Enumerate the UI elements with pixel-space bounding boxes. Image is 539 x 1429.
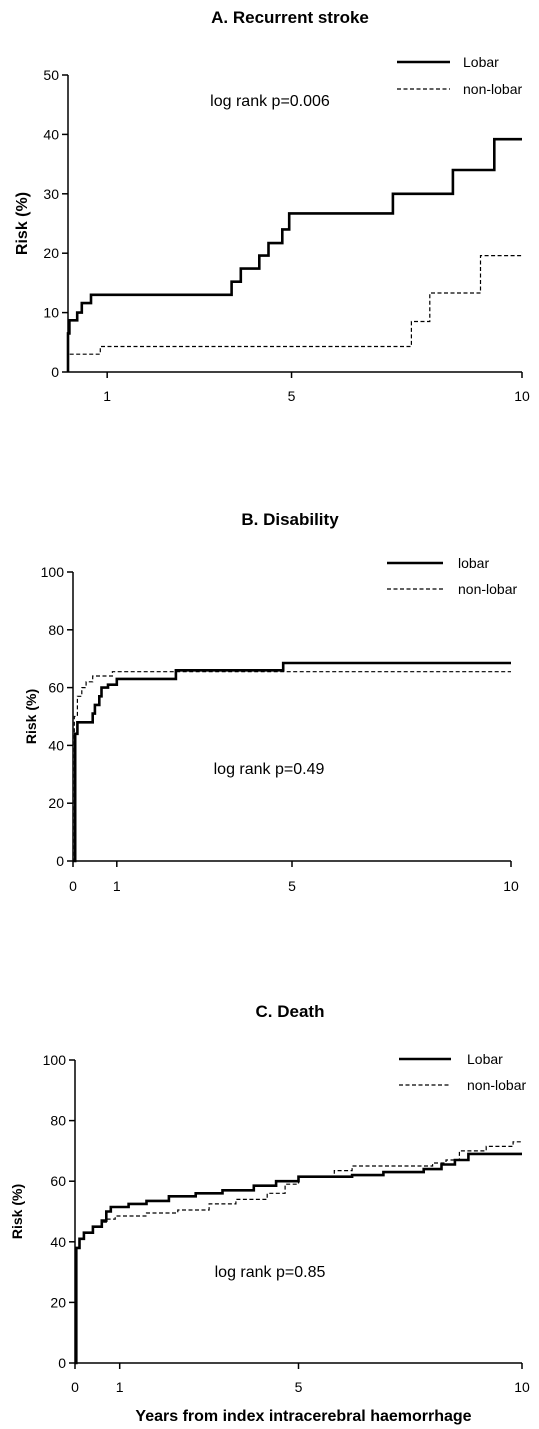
x-tick-label: 5 — [288, 388, 296, 404]
chart-panel-2: B. Disability Risk (%) 0 20 40 60 80 100 0 1 5 10 lo… — [23, 510, 519, 894]
series-line-non-lobar — [75, 1141, 522, 1364]
y-tick-label: 100 — [43, 1052, 67, 1068]
y-axis-label: Risk (%) — [9, 1184, 25, 1239]
x-tick-label: 10 — [514, 388, 530, 404]
x-tick-label: 1 — [113, 878, 121, 894]
y-tick-label: 80 — [48, 622, 64, 638]
x-tick-label: 5 — [288, 878, 296, 894]
y-tick-label: 20 — [43, 245, 59, 261]
y-axis-label: Risk (%) — [23, 689, 39, 744]
chart-title: B. Disability — [241, 510, 339, 529]
y-tick-label: 0 — [56, 853, 64, 869]
x-tick-label: 0 — [71, 1379, 79, 1395]
log-rank-annotation: log rank p=0.006 — [210, 93, 330, 110]
chart-panel-1: A. Recurrent stroke Risk (%) 0 10 20 30 40 50 1 5… — [14, 8, 530, 404]
y-tick-label: 100 — [41, 564, 65, 580]
y-axis-label: Risk (%) — [14, 192, 31, 255]
log-rank-annotation: log rank p=0.85 — [215, 1264, 326, 1281]
x-tick-label: 0 — [69, 878, 77, 894]
legend-label: non-lobar — [463, 81, 522, 97]
series-line-lobar — [66, 137, 522, 372]
y-tick-label: 20 — [48, 795, 64, 811]
series-line-non-lobar — [67, 255, 522, 372]
legend-label: Lobar — [463, 54, 499, 70]
y-tick-label: 40 — [50, 1234, 66, 1250]
x-axis-label: Years from index intracerebral haemorrha… — [135, 1408, 471, 1425]
x-tick-label: 10 — [503, 878, 519, 894]
y-tick-label: 10 — [43, 305, 59, 321]
y-tick-label: 50 — [43, 67, 59, 83]
x-tick-label: 1 — [103, 388, 111, 404]
y-tick-label: 80 — [50, 1113, 66, 1129]
chart-panel-3: C. Death Risk (%) 0 20 40 60 80 100 0 1 5 10 Lobar no… — [9, 1002, 530, 1425]
series-line-lobar — [75, 1152, 522, 1365]
legend-label: non-lobar — [467, 1077, 526, 1093]
y-tick-label: 30 — [43, 186, 59, 202]
y-tick-label: 60 — [48, 680, 64, 696]
y-tick-label: 40 — [48, 737, 64, 753]
x-tick-label: 5 — [295, 1379, 303, 1395]
y-tick-label: 40 — [43, 126, 59, 142]
y-tick-label: 20 — [50, 1294, 66, 1310]
chart-title: A. Recurrent stroke — [211, 8, 369, 27]
y-tick-label: 0 — [58, 1355, 66, 1371]
x-tick-label: 10 — [514, 1379, 530, 1395]
legend-label: non-lobar — [458, 581, 517, 597]
legend-label: Lobar — [467, 1051, 503, 1067]
y-tick-label: 60 — [50, 1173, 66, 1189]
x-tick-label: 1 — [116, 1379, 124, 1395]
chart-title: C. Death — [256, 1002, 325, 1021]
series-line-non-lobar — [73, 671, 511, 862]
log-rank-annotation: log rank p=0.49 — [214, 761, 325, 778]
legend-label: lobar — [458, 555, 489, 571]
y-tick-label: 0 — [51, 364, 59, 380]
series-line-lobar — [73, 661, 511, 863]
